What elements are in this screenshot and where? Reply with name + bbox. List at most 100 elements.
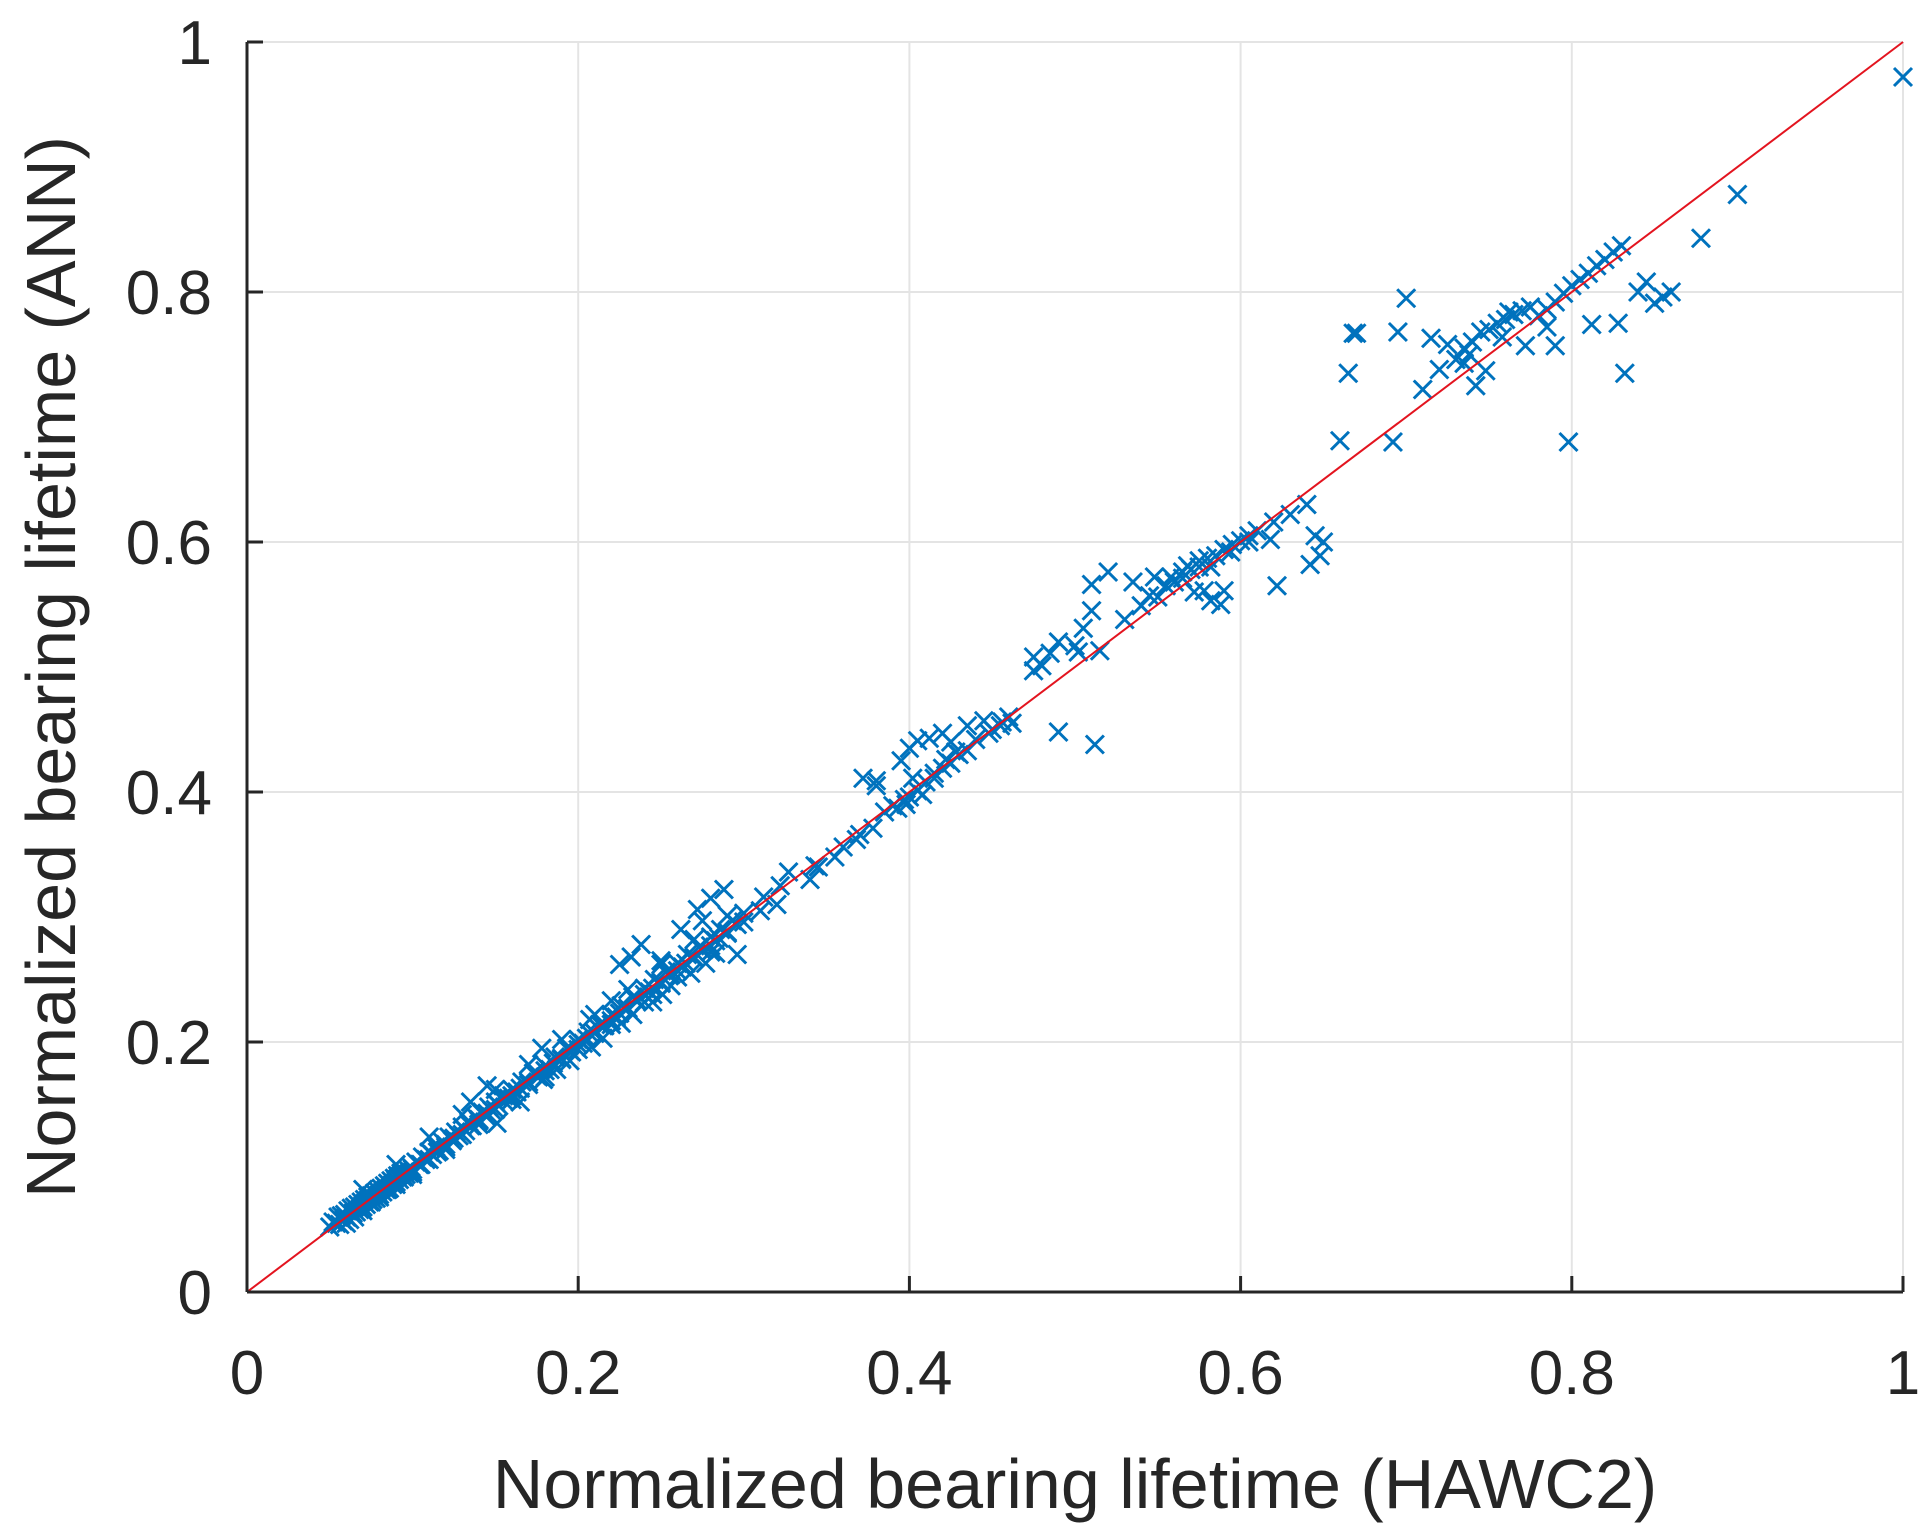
data-point: [680, 963, 701, 984]
y-tick-label: 0: [178, 1259, 212, 1328]
data-point: [1263, 511, 1284, 533]
data-point: [435, 1139, 456, 1160]
data-point: [1492, 326, 1513, 348]
data-point: [1536, 316, 1558, 338]
data-point: [799, 869, 821, 890]
data-point: [559, 1050, 580, 1071]
data-point: [1189, 550, 1210, 571]
data-point: [650, 950, 672, 971]
data-point: [1296, 494, 1317, 515]
x-tick-label: 0.2: [535, 1339, 621, 1408]
data-point: [1048, 631, 1069, 653]
data-point: [617, 979, 638, 1000]
y-axis-label: Normalized bearing lifetime (ANN): [12, 136, 90, 1198]
y-tick-label: 0.4: [126, 759, 212, 828]
data-point: [846, 829, 867, 850]
data-point: [551, 1029, 572, 1050]
data-point: [1346, 323, 1367, 344]
data-point: [477, 1075, 498, 1096]
data-point: [1081, 600, 1102, 621]
data-point: [1343, 323, 1364, 344]
data-point: [973, 710, 994, 731]
data-point: [1213, 580, 1235, 601]
data-point: [717, 923, 738, 944]
data-point: [631, 934, 652, 955]
y-tick-label: 0.6: [126, 509, 212, 578]
data-point: [1338, 363, 1359, 384]
data-point: [670, 919, 691, 940]
data-point: [1147, 586, 1168, 608]
data-point: [1040, 643, 1061, 664]
data-point: [770, 875, 791, 896]
reference-line-group: [246, 41, 1904, 1293]
data-point: [1238, 531, 1259, 553]
data-point: [1558, 431, 1579, 453]
data-point: [1636, 271, 1657, 293]
data-point: [919, 728, 940, 749]
data-point: [891, 750, 912, 771]
data-point: [419, 1126, 440, 1148]
data-point: [352, 1179, 373, 1200]
data-point: [1023, 646, 1044, 668]
data-point: [1892, 66, 1914, 88]
data-point: [1081, 574, 1102, 595]
data-point: [1139, 585, 1160, 606]
data-point: [1515, 335, 1536, 356]
x-tick-label: 0: [230, 1339, 264, 1408]
data-point: [592, 1028, 614, 1049]
data-point: [1310, 545, 1331, 566]
data-point: [1177, 555, 1198, 576]
data-point: [808, 856, 829, 878]
data-point: [1437, 334, 1458, 355]
data-point: [862, 818, 884, 839]
data-point: [1690, 228, 1712, 249]
data-point: [1727, 184, 1748, 205]
data-point: [1661, 281, 1682, 303]
data-point: [1581, 314, 1602, 335]
data-point: [1073, 618, 1094, 639]
data-point: [1329, 430, 1351, 451]
data-point: [753, 886, 774, 908]
data-point: [1200, 590, 1221, 611]
data-point: [1122, 571, 1144, 593]
data-point: [766, 894, 787, 915]
data-point: [1194, 580, 1215, 601]
data-point: [940, 731, 961, 753]
data-point: [894, 789, 915, 810]
data-point: [385, 1154, 407, 1175]
data-point: [581, 1036, 602, 1058]
data-point: [1545, 335, 1566, 356]
data-point: [1498, 301, 1519, 323]
y-tick-label: 0.8: [126, 259, 212, 328]
data-point: [510, 1091, 531, 1113]
x-tick-label: 0.8: [1529, 1339, 1615, 1408]
data-point: [452, 1104, 473, 1125]
y-axis-ticks: 0 0.2 0.4 0.6 0.8 1: [126, 9, 263, 1328]
data-point: [1048, 721, 1069, 743]
data-points: [319, 66, 1914, 1238]
data-point: [1144, 566, 1165, 588]
data-point: [642, 984, 663, 1005]
y-tick-label: 0.2: [126, 1009, 212, 1078]
data-point: [579, 1009, 600, 1030]
data-point: [1084, 734, 1105, 755]
data-point: [866, 775, 887, 796]
data-point: [531, 1038, 552, 1059]
data-point: [727, 944, 748, 965]
y-tick-label: 1: [178, 9, 212, 78]
data-point: [866, 770, 887, 791]
data-point: [1160, 566, 1182, 588]
data-point: [945, 741, 966, 763]
data-point: [621, 946, 642, 968]
data-point: [1412, 379, 1433, 400]
data-point: [705, 943, 726, 964]
data-point: [1429, 359, 1450, 380]
data-point: [1002, 713, 1023, 734]
data-point: [1420, 328, 1442, 349]
data-point: [733, 903, 754, 924]
data-point: [957, 715, 978, 736]
data-point: [609, 954, 630, 975]
data-point: [1064, 635, 1086, 656]
data-point: [622, 1004, 643, 1025]
